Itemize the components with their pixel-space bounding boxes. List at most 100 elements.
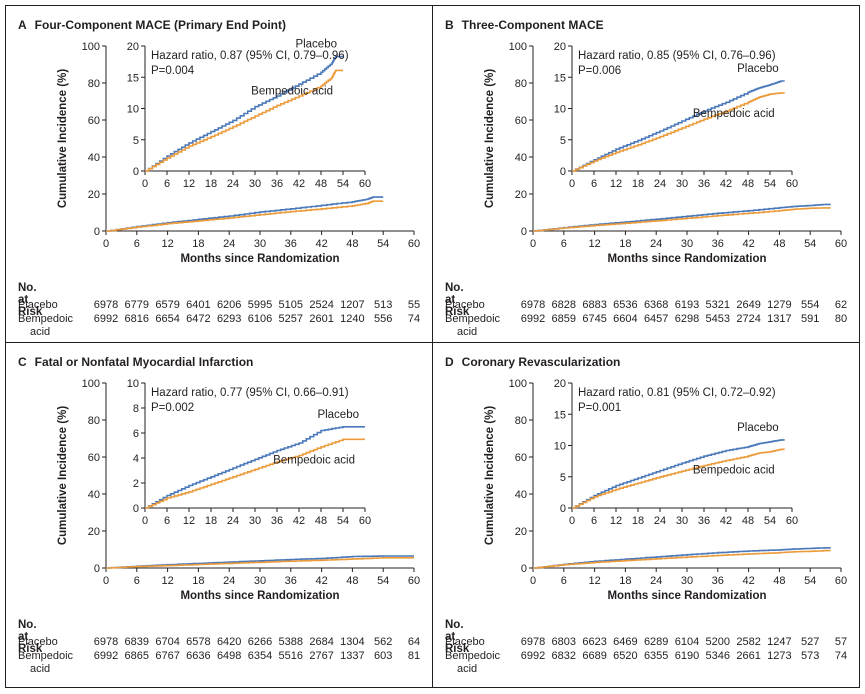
x-tick-label: 6: [561, 238, 567, 250]
x-tick-label: 36: [285, 238, 297, 250]
risk-cell: 5346: [705, 650, 731, 662]
risk-cell: 6206: [216, 299, 242, 311]
panel-b: B Three-Component MACE 0 20 40 60 80 100 0 6 12 18 2…: [433, 6, 861, 344]
inset-x-tick-label: 18: [205, 515, 217, 527]
panel-title: A Four-Component MACE (Primary End Point): [18, 18, 286, 32]
inset-y-tick-label: 10: [554, 104, 566, 116]
y-tick-label: 0: [521, 226, 527, 238]
x-tick-label: 54: [804, 238, 816, 250]
x-tick-label: 60: [835, 575, 847, 587]
risk-cell: 6604: [613, 313, 638, 325]
y-tick-label: 80: [515, 415, 527, 427]
inset-x-tick-label: 24: [654, 178, 666, 190]
risk-cell: 6883: [582, 299, 607, 311]
inset-x-tick-label: 12: [610, 515, 622, 527]
inset-y-tick-label: 5: [560, 135, 566, 147]
x-tick-label: 30: [254, 238, 266, 250]
x-axis-title: Months since Randomization: [180, 253, 339, 265]
risk-cell: 6865: [124, 650, 150, 662]
x-tick-label: 24: [223, 238, 235, 250]
inset-y-tick-label: 20: [554, 378, 566, 390]
risk-row-label-bempedoic-line2: acid: [30, 663, 51, 675]
risk-row-label-placebo: Placebo: [18, 299, 58, 311]
risk-cell: 603: [374, 650, 393, 662]
risk-cell: 6193: [674, 299, 700, 311]
y-tick-label: 20: [88, 189, 100, 201]
x-tick-label: 36: [712, 575, 724, 587]
inset-series-placebo: [572, 80, 785, 172]
inset-x-tick-label: 54: [337, 178, 349, 190]
risk-cell: 6978: [93, 636, 119, 648]
hazard-ratio-text: Hazard ratio, 0.87 (95% CI, 0.79–0.96): [151, 50, 349, 62]
y-tick-label: 80: [88, 78, 100, 90]
risk-cell: 6298: [674, 313, 700, 325]
x-tick-label: 48: [346, 575, 358, 587]
risk-row-label-bempedoic-line2: acid: [30, 326, 51, 338]
inset-y-tick-label: 0: [133, 503, 139, 515]
x-tick-label: 42: [742, 238, 754, 250]
risk-cell: 6992: [520, 650, 546, 662]
y-tick-label: 80: [88, 415, 100, 427]
inset-x-tick-label: 18: [632, 178, 644, 190]
risk-cell: 1337: [340, 650, 365, 662]
panel-title-text: Coronary Revascularization: [462, 355, 621, 369]
risk-cell: 1304: [340, 636, 365, 648]
x-tick-label: 48: [773, 575, 785, 587]
inset-x-tick-label: 0: [142, 178, 148, 190]
x-tick-label: 24: [650, 238, 662, 250]
inset-label-placebo: Placebo: [737, 422, 779, 434]
panel-title-text: Fatal or Nonfatal Myocardial Infarction: [35, 355, 254, 369]
x-tick-label: 42: [315, 575, 327, 587]
risk-row-label-placebo: Placebo: [18, 636, 58, 648]
risk-cell: 5321: [705, 299, 731, 311]
y-tick-label: 40: [88, 152, 100, 164]
panel-divider-horizontal: [5, 342, 860, 343]
risk-cell: 5388: [278, 636, 304, 648]
risk-cell: 6623: [582, 636, 607, 648]
risk-cell: 6992: [93, 650, 119, 662]
risk-cell: 62: [834, 299, 848, 311]
risk-cell: 6636: [186, 650, 211, 662]
y-tick-label: 0: [94, 563, 100, 575]
risk-cell: 6859: [551, 313, 577, 325]
y-tick-label: 100: [82, 41, 100, 53]
risk-cell: 6106: [247, 313, 273, 325]
inset-y-tick-label: 0: [560, 166, 566, 178]
x-tick-label: 30: [254, 575, 266, 587]
x-tick-label: 12: [588, 575, 600, 587]
y-tick-label: 20: [515, 526, 527, 538]
inset-x-tick-label: 54: [764, 515, 776, 527]
inset-background: [571, 381, 793, 524]
risk-cell: 573: [801, 650, 820, 662]
risk-cell: 2524: [309, 299, 334, 311]
risk-cell: 6745: [582, 313, 607, 325]
risk-row-label-bempedoic: Bempedoic: [18, 650, 74, 662]
risk-cell: 1247: [767, 636, 792, 648]
risk-cell: 2684: [309, 636, 334, 648]
risk-cell: 6401: [186, 299, 211, 311]
risk-cell: 6368: [643, 299, 669, 311]
inset-x-tick-label: 36: [271, 178, 283, 190]
inset-y-tick-label: 5: [560, 472, 566, 484]
inset-x-tick-label: 30: [249, 515, 261, 527]
inset-x-tick-label: 18: [205, 178, 217, 190]
risk-cell: 1207: [340, 299, 365, 311]
risk-cell: 6828: [551, 299, 577, 311]
inset-series-placebo: [145, 426, 365, 509]
panel-title-text: Three-Component MACE: [462, 18, 604, 32]
inset-x-tick-label: 42: [293, 178, 305, 190]
main-series-placebo: [533, 547, 831, 569]
risk-cell: 6992: [93, 313, 119, 325]
y-tick-label: 20: [515, 189, 527, 201]
risk-cell: 6536: [613, 299, 638, 311]
inset-x-tick-label: 24: [227, 178, 239, 190]
x-tick-label: 6: [134, 575, 140, 587]
inset-x-tick-label: 0: [569, 515, 575, 527]
risk-cell: 2724: [736, 313, 761, 325]
risk-cell: 2582: [736, 636, 761, 648]
chart-svg: C Fatal or Nonfatal Myocardial Infarction…: [18, 355, 420, 602]
x-tick-label: 0: [103, 238, 109, 250]
y-tick-label: 40: [515, 152, 527, 164]
inset-series-placebo: [572, 439, 785, 509]
inset-x-tick-label: 12: [183, 515, 195, 527]
